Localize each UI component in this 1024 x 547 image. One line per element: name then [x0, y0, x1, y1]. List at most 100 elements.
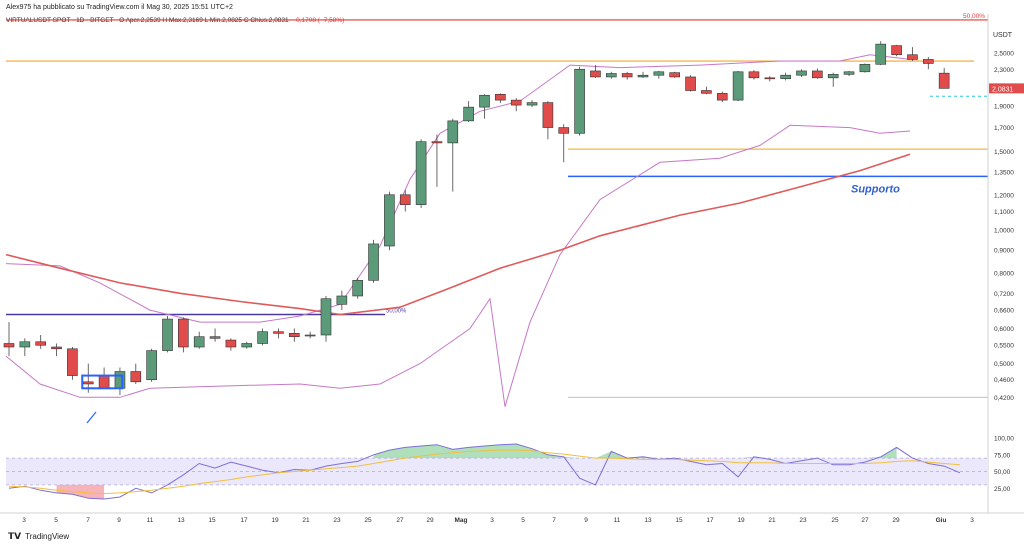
candle-body — [384, 194, 395, 247]
price-tick-label: 0,6000 — [994, 326, 1014, 333]
time-tick-label: 13 — [177, 517, 185, 524]
candle-body — [922, 59, 934, 64]
time-tick-label: 13 — [644, 517, 652, 524]
time-tick-label: 3 — [490, 517, 494, 524]
candle-body — [98, 375, 110, 389]
candle-body — [273, 331, 284, 334]
candle-body — [67, 348, 78, 376]
time-tick-label: 9 — [117, 517, 121, 524]
price-tick-label: 0,9000 — [994, 248, 1014, 255]
candle-body — [415, 141, 427, 205]
brand-label: TradingView — [25, 532, 70, 541]
price-tick-label: 2,5000 — [994, 51, 1014, 58]
candle-body — [907, 54, 918, 60]
candle-body — [891, 45, 902, 56]
price-tick-label: 1,5000 — [994, 149, 1014, 156]
candle-body — [558, 127, 570, 134]
bollinger-upper — [5, 54, 911, 323]
candle-body — [701, 90, 712, 94]
time-tick-label: 15 — [675, 517, 683, 524]
candle-body — [510, 99, 522, 106]
candle-body — [51, 346, 62, 350]
price-tick-label: 1,3500 — [994, 170, 1014, 177]
candle-body — [621, 73, 633, 78]
time-tick-label: 29 — [426, 517, 434, 524]
time-tick-label: 7 — [552, 517, 556, 524]
fib-50-top-label: 50,00% — [963, 13, 985, 20]
candle-body — [431, 141, 443, 144]
time-tick-label: 7 — [86, 517, 90, 524]
candle-body — [35, 341, 47, 346]
time-tick-label: 21 — [768, 517, 776, 524]
candle-body — [479, 94, 490, 108]
price-tick-label: 0,6600 — [994, 308, 1014, 315]
candle-body — [352, 280, 364, 297]
time-tick-label: 23 — [799, 517, 807, 524]
candle-body — [320, 298, 332, 336]
candle-body — [843, 71, 855, 75]
candle-body — [209, 336, 221, 339]
candle-body — [3, 343, 15, 348]
time-tick-label: 25 — [364, 517, 372, 524]
time-tick-label: 15 — [208, 517, 216, 524]
candle-body — [748, 71, 760, 79]
price-tick-label: 1,9000 — [994, 104, 1014, 111]
time-tick-label: 23 — [333, 517, 341, 524]
time-tick-label: 17 — [706, 517, 714, 524]
candle-body — [637, 74, 649, 78]
candle-body — [605, 73, 617, 78]
candle-body — [257, 331, 268, 344]
candle-body — [162, 318, 173, 351]
time-tick-label: 11 — [614, 517, 621, 524]
time-tick-label: 5 — [54, 517, 58, 524]
candle-body — [304, 334, 316, 337]
price-tick-label: 0,7200 — [994, 291, 1014, 298]
supporto-label: Supporto — [851, 183, 900, 195]
candle-body — [542, 102, 554, 128]
time-tick-label: 3 — [970, 517, 974, 524]
candle-body — [574, 68, 585, 134]
price-tick-label: 0,4200 — [994, 395, 1014, 402]
highlight-box — [81, 374, 124, 390]
candle-body — [812, 70, 823, 79]
publisher-line: Alex975 ha pubblicato su TradingView.com… — [6, 4, 233, 11]
candle-body — [193, 336, 205, 348]
candle-body — [463, 106, 474, 122]
candle-body — [669, 72, 681, 78]
time-tick-label: 29 — [892, 517, 900, 524]
rsi-tick-label: 50,00 — [994, 469, 1011, 476]
time-tick-label: 3 — [22, 517, 26, 524]
candle-body — [336, 295, 348, 305]
candle-body — [875, 43, 887, 65]
rsi-ma-line — [8, 449, 961, 495]
candle-body — [796, 70, 807, 76]
price-tick-label: 0,5500 — [994, 343, 1014, 350]
candle-body — [130, 371, 142, 383]
candle-body — [526, 102, 538, 106]
time-tick-label: 25 — [831, 517, 839, 524]
rsi-tick-label: 75,00 — [994, 452, 1011, 459]
price-tick-label: 0,8000 — [994, 270, 1014, 277]
time-tick-label: 19 — [271, 517, 279, 524]
candle-body — [288, 333, 300, 337]
candle-body — [780, 74, 791, 80]
tv-icon: 𝗧𝗩 — [8, 531, 22, 541]
candle-body — [685, 76, 696, 91]
highlight-pointer — [86, 411, 97, 424]
price-tick-label: 0,4600 — [994, 377, 1014, 384]
candle-body — [938, 72, 950, 89]
purple-fib-label: 50,00% — [386, 309, 407, 315]
tradingview-logo[interactable]: 𝗧𝗩 TradingView — [8, 531, 69, 542]
price-tick-label: 2,3000 — [994, 67, 1014, 74]
time-tick-label: 19 — [737, 517, 745, 524]
price-tick-label: 0,5000 — [994, 361, 1014, 368]
price-tick-label: 1,2000 — [994, 192, 1014, 199]
time-tick-label: Mag — [455, 517, 468, 524]
time-tick-label: 17 — [240, 517, 248, 524]
candle-body — [764, 77, 776, 80]
last-price-label: 2,0831 — [992, 86, 1014, 93]
time-tick-label: 9 — [584, 517, 588, 524]
rsi-line — [8, 443, 961, 500]
rsi-tick-label: 100,00 — [994, 436, 1014, 443]
